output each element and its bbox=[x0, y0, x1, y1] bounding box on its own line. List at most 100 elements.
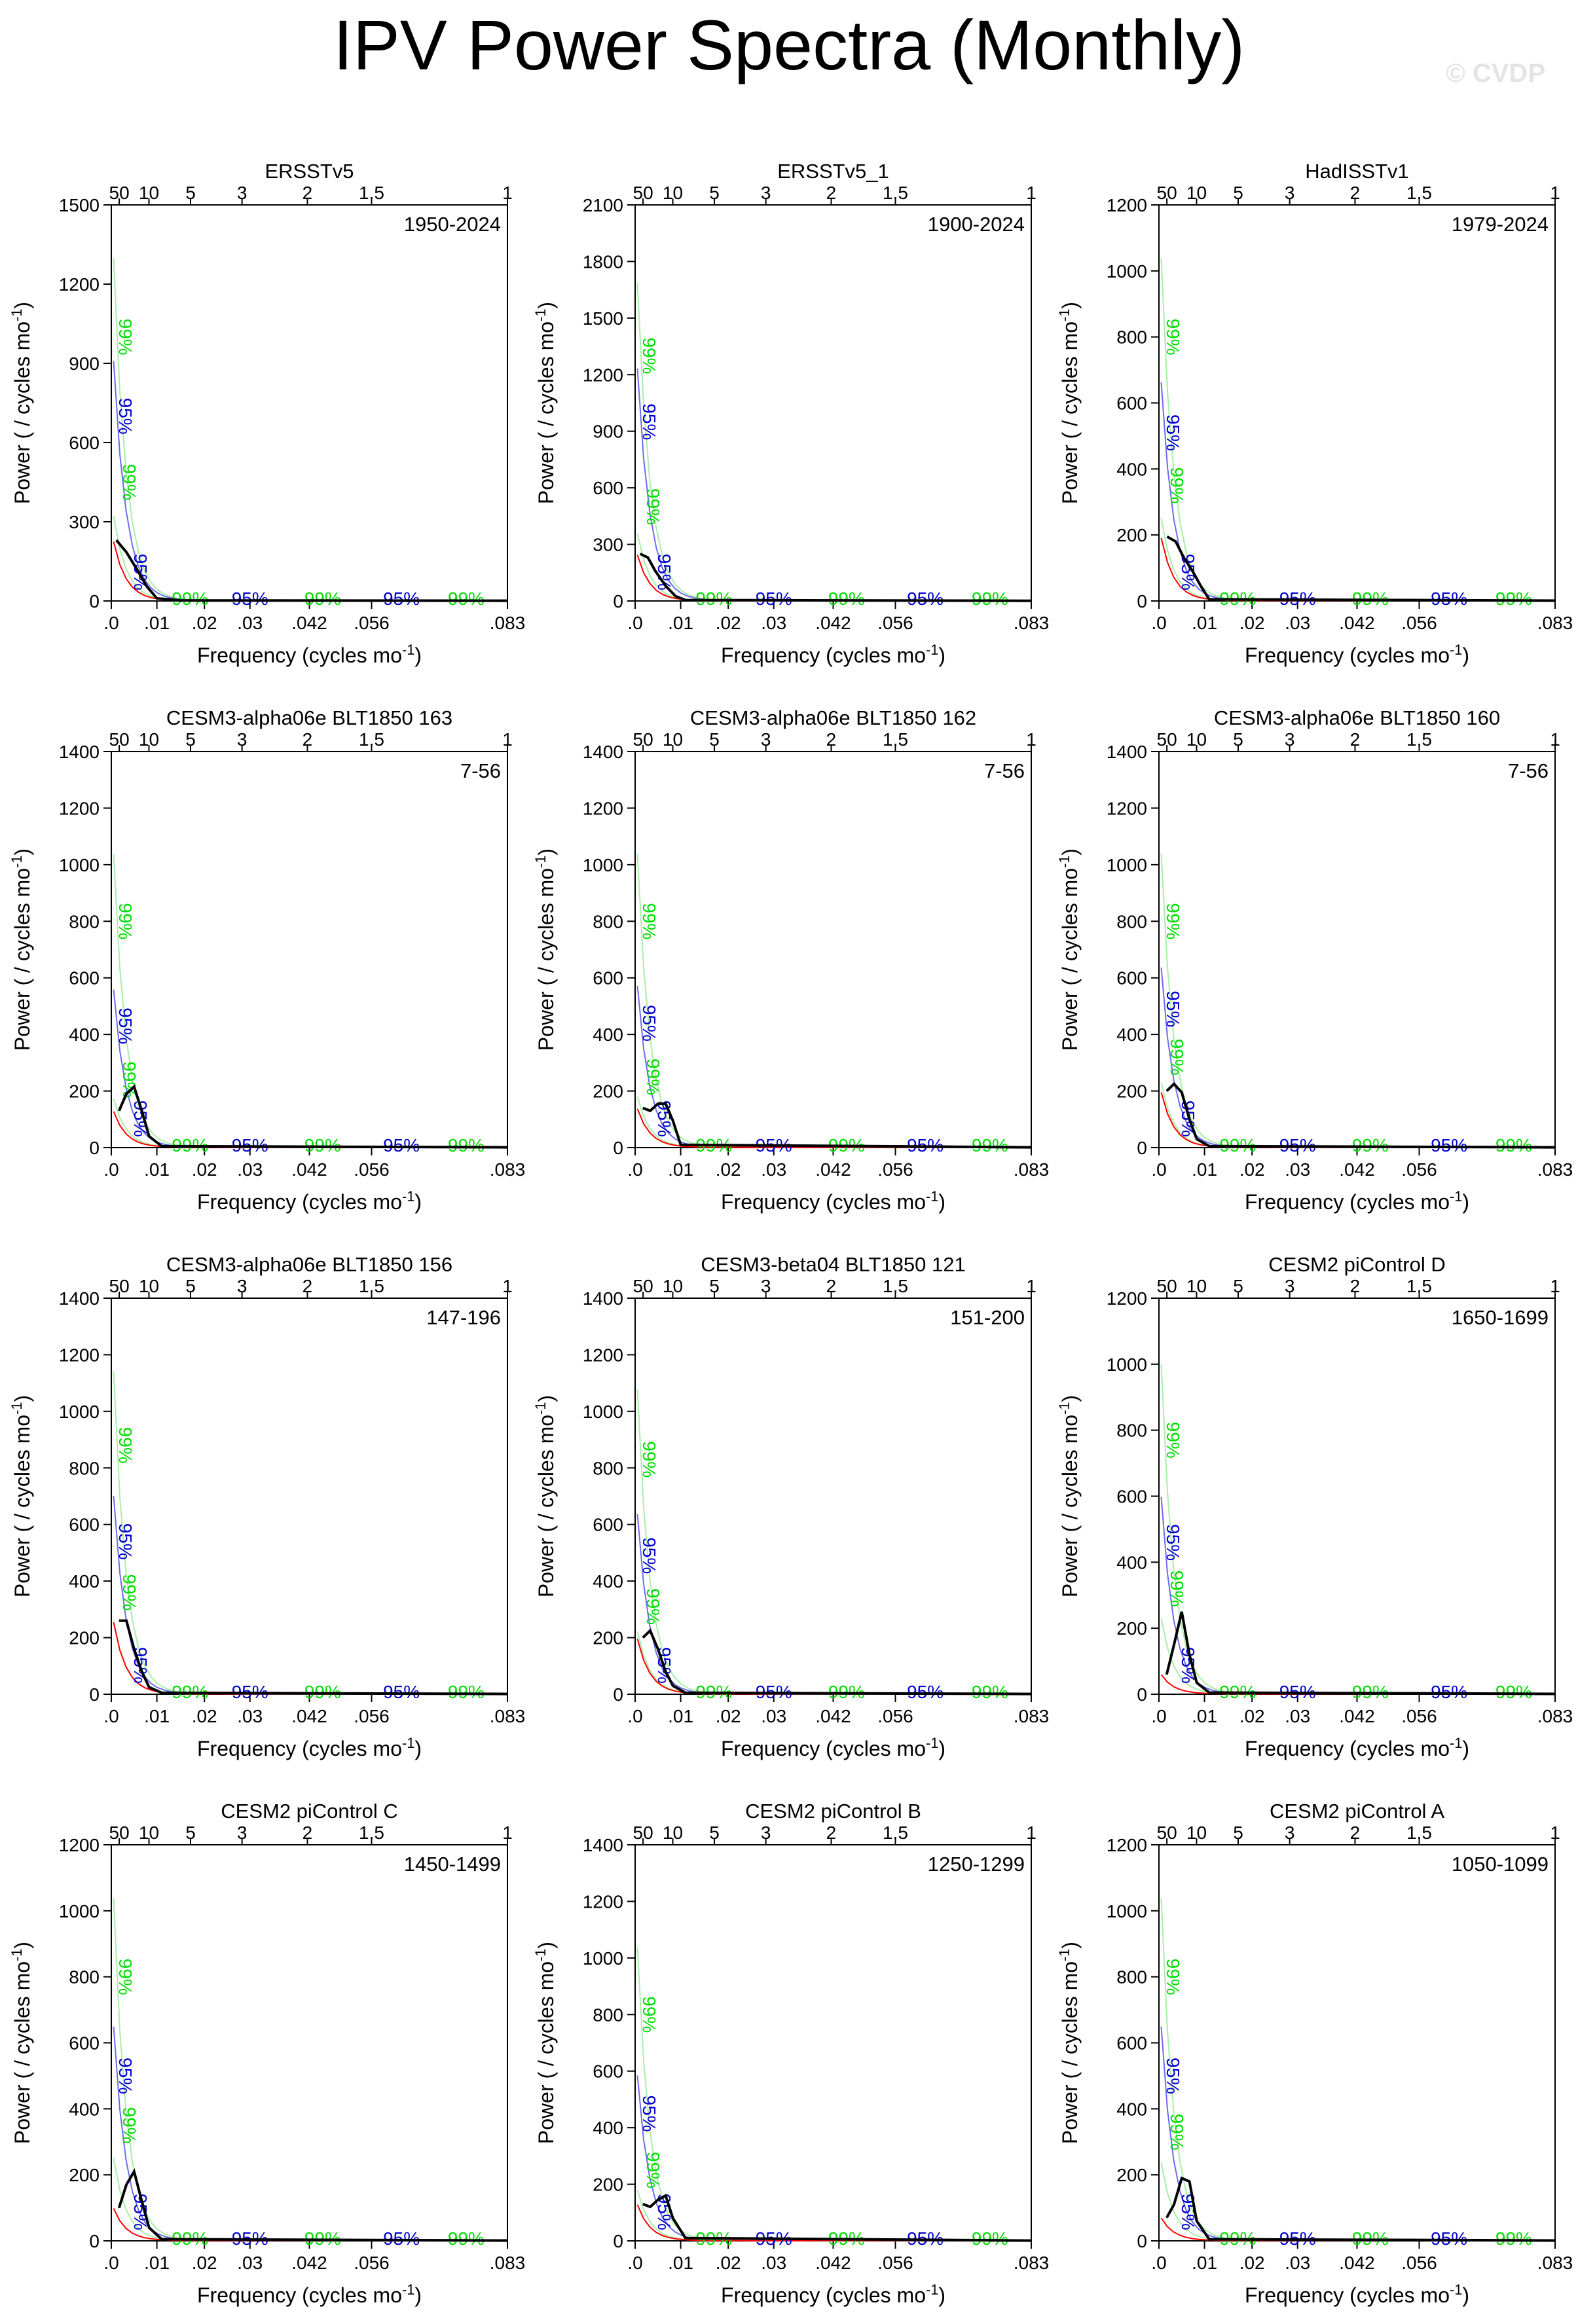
ci-bottom-label: 95% bbox=[907, 1682, 944, 1702]
x-tick-label: .083 bbox=[490, 1706, 526, 1726]
x-tick-label: .083 bbox=[1014, 1706, 1050, 1726]
x-tick-label: .01 bbox=[144, 2253, 170, 2273]
y-tick-label: 1000 bbox=[1107, 261, 1147, 281]
x-tick-label: .042 bbox=[291, 1706, 327, 1726]
top-tick-label: 1 bbox=[1026, 1823, 1037, 1843]
ci99-curve bbox=[113, 1371, 506, 1695]
top-tick-label: 1.5 bbox=[883, 183, 908, 203]
ci-bottom-label: 99% bbox=[448, 1135, 485, 1155]
top-tick-label: 50 bbox=[1157, 183, 1177, 203]
x-tick-label: .03 bbox=[761, 613, 786, 633]
y-tick-label: 200 bbox=[593, 1628, 623, 1648]
top-tick-label: 1 bbox=[1026, 1276, 1037, 1296]
y-tick-label: 0 bbox=[613, 591, 623, 611]
ci-bottom-label: 99% bbox=[448, 2228, 485, 2249]
x-tick-label: .02 bbox=[1239, 2253, 1265, 2273]
ci99-label: 99% bbox=[1163, 319, 1183, 355]
y-tick-label: 600 bbox=[1116, 2033, 1147, 2054]
ci99-label: 99% bbox=[1167, 2114, 1187, 2151]
ci95-label: 95% bbox=[639, 2096, 659, 2132]
y-tick-label: 300 bbox=[69, 512, 100, 532]
panel-title: CESM2 piControl B bbox=[745, 1800, 921, 1823]
top-tick-label: 5 bbox=[185, 183, 196, 203]
top-tick-label: 1.5 bbox=[883, 1823, 908, 1843]
y-axis-title: Power ( / cycles mo-1) bbox=[9, 1395, 34, 1597]
top-tick-label: 10 bbox=[663, 729, 683, 750]
ci99-label: 99% bbox=[115, 319, 136, 355]
x-tick-label: .083 bbox=[1014, 613, 1050, 633]
x-tick-label: .01 bbox=[1192, 1706, 1217, 1726]
x-axis-title: Frequency (cycles mo-1) bbox=[1245, 1188, 1469, 1214]
top-tick-label: 3 bbox=[1285, 1276, 1295, 1296]
x-tick-label: .01 bbox=[1192, 613, 1217, 633]
ci-bottom-label: 95% bbox=[232, 589, 268, 609]
ci-bottom-label: 99% bbox=[304, 1135, 341, 1155]
top-tick-label: 1 bbox=[1550, 183, 1560, 203]
y-tick-label: 1500 bbox=[583, 308, 623, 329]
y-tick-label: 800 bbox=[69, 1458, 100, 1478]
ci95-curve bbox=[1160, 382, 1554, 602]
y-tick-label: 200 bbox=[1116, 1081, 1147, 1102]
ci95-label: 95% bbox=[1178, 554, 1198, 590]
plot-frame bbox=[1158, 751, 1556, 1148]
ci-bottom-label: 99% bbox=[1495, 2228, 1532, 2249]
y-tick-label: 1000 bbox=[583, 855, 623, 875]
ci-bottom-label: 95% bbox=[756, 589, 792, 609]
top-tick-label: 1 bbox=[502, 183, 513, 203]
x-tick-label: .083 bbox=[1537, 1159, 1573, 1180]
top-tick-label: 10 bbox=[1186, 729, 1207, 750]
x-tick-label: .02 bbox=[192, 1159, 217, 1180]
ci99-label: 99% bbox=[115, 903, 136, 939]
panel-title: CESM2 piControl D bbox=[1268, 1253, 1445, 1276]
spectrum-line bbox=[1165, 1611, 1556, 1696]
x-axis-title: Frequency (cycles mo-1) bbox=[721, 642, 945, 667]
plot-frame bbox=[634, 1298, 1032, 1695]
y-tick-label: 0 bbox=[1137, 1684, 1147, 1705]
ci-bottom-label: 95% bbox=[383, 2228, 420, 2249]
panel-title: ERSSTv5_1 bbox=[777, 160, 889, 183]
plot-frame bbox=[111, 751, 508, 1148]
x-tick-label: .0 bbox=[1151, 2253, 1166, 2273]
ci95-label: 95% bbox=[639, 1005, 659, 1042]
top-tick-label: 5 bbox=[709, 1276, 720, 1296]
x-tick-label: .01 bbox=[1192, 2253, 1217, 2273]
ci95-curve bbox=[636, 985, 1030, 1148]
x-axis-title: Frequency (cycles mo-1) bbox=[1245, 1735, 1469, 1760]
x-axis-title: Frequency (cycles mo-1) bbox=[197, 2281, 422, 2307]
y-tick-label: 900 bbox=[593, 422, 623, 442]
y-tick-label: 200 bbox=[593, 1081, 623, 1102]
panel-title: CESM3-alpha06e BLT1850 162 bbox=[690, 706, 976, 729]
x-tick-label: .056 bbox=[1401, 2253, 1437, 2273]
x-tick-label: .03 bbox=[761, 2253, 786, 2273]
top-tick-label: 2 bbox=[826, 183, 837, 203]
y-tick-label: 0 bbox=[89, 1684, 100, 1705]
ci95-curve bbox=[113, 989, 506, 1148]
ci99-curve bbox=[636, 1389, 1030, 1695]
y-tick-label: 800 bbox=[1116, 911, 1147, 932]
ci-bottom-label: 99% bbox=[972, 1135, 1008, 1155]
x-tick-label: .083 bbox=[1537, 613, 1573, 633]
top-tick-label: 1 bbox=[1550, 729, 1560, 750]
ci99-curve bbox=[113, 1898, 506, 2242]
x-tick-label: .042 bbox=[1339, 613, 1375, 633]
x-tick-label: .03 bbox=[1285, 613, 1310, 633]
spectrum-line bbox=[642, 2193, 1032, 2242]
ci99-label: 99% bbox=[115, 1959, 136, 1995]
spectrum-line bbox=[642, 1628, 1032, 1696]
x-axis-title: Frequency (cycles mo-1) bbox=[197, 1735, 422, 1760]
x-axis-title: Frequency (cycles mo-1) bbox=[721, 1735, 945, 1760]
y-tick-label: 1200 bbox=[59, 798, 100, 818]
ci95-curve bbox=[113, 2026, 506, 2242]
period-label: 1250-1299 bbox=[928, 1853, 1025, 1876]
spectrum-line bbox=[1166, 535, 1556, 602]
spectrum-panel: HadISSTv1 1979-2024 0 200 400 600 800 1000 1200 P… bbox=[1056, 160, 1573, 667]
x-tick-label: .083 bbox=[1537, 2253, 1573, 2273]
page-title: IPV Power Spectra (Monthly) bbox=[333, 5, 1245, 84]
y-tick-label: 1200 bbox=[583, 798, 623, 818]
y-axis-title: Power ( / cycles mo-1) bbox=[1056, 302, 1082, 504]
ci-bottom-label: 99% bbox=[972, 589, 1008, 609]
y-axis-title: Power ( / cycles mo-1) bbox=[9, 848, 34, 1051]
y-tick-label: 1200 bbox=[1107, 1288, 1147, 1309]
y-tick-label: 400 bbox=[593, 1025, 623, 1045]
x-tick-label: .056 bbox=[877, 1706, 913, 1726]
